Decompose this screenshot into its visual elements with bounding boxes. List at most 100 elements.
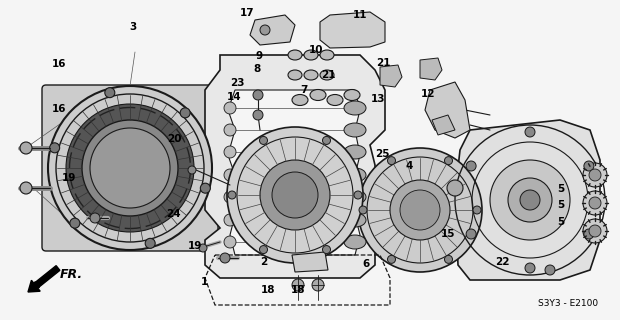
Text: 4: 4 — [405, 161, 413, 172]
Circle shape — [584, 161, 594, 171]
Circle shape — [48, 86, 212, 250]
Circle shape — [388, 156, 396, 164]
Text: 13: 13 — [371, 94, 386, 104]
Circle shape — [20, 142, 32, 154]
Text: 15: 15 — [440, 228, 455, 239]
Text: 14: 14 — [227, 92, 242, 102]
Circle shape — [253, 110, 263, 120]
Text: 24: 24 — [166, 209, 181, 219]
Text: 12: 12 — [420, 89, 435, 100]
Text: 16: 16 — [51, 104, 66, 114]
Polygon shape — [228, 90, 360, 255]
Ellipse shape — [292, 94, 308, 106]
Polygon shape — [425, 82, 470, 138]
Circle shape — [145, 238, 155, 248]
Circle shape — [583, 163, 607, 187]
Circle shape — [224, 191, 236, 203]
Polygon shape — [380, 65, 402, 87]
Circle shape — [292, 279, 304, 291]
Text: 5: 5 — [557, 184, 565, 194]
Circle shape — [260, 245, 267, 253]
Text: FR.: FR. — [60, 268, 83, 282]
Text: 8: 8 — [254, 64, 261, 74]
Circle shape — [322, 136, 330, 144]
Circle shape — [490, 160, 570, 240]
Circle shape — [224, 169, 236, 181]
Text: 19: 19 — [62, 172, 77, 183]
Circle shape — [70, 218, 80, 228]
Text: 6: 6 — [362, 259, 370, 269]
Text: 1: 1 — [201, 276, 208, 287]
Text: 7: 7 — [300, 84, 308, 95]
Circle shape — [400, 190, 440, 230]
Circle shape — [260, 25, 270, 35]
Circle shape — [445, 255, 453, 263]
Text: 3: 3 — [130, 22, 137, 32]
Circle shape — [354, 191, 362, 199]
Text: 17: 17 — [239, 8, 254, 19]
Circle shape — [228, 191, 236, 199]
Ellipse shape — [344, 101, 366, 115]
Text: 11: 11 — [352, 10, 367, 20]
Circle shape — [66, 104, 194, 232]
Text: 22: 22 — [495, 257, 510, 268]
Circle shape — [90, 213, 100, 223]
Circle shape — [447, 180, 463, 196]
Circle shape — [583, 191, 607, 215]
Text: 9: 9 — [255, 51, 263, 61]
Circle shape — [584, 229, 594, 239]
Circle shape — [525, 127, 535, 137]
Ellipse shape — [304, 50, 318, 60]
Ellipse shape — [310, 90, 326, 100]
Text: 5: 5 — [557, 200, 565, 210]
Polygon shape — [250, 15, 295, 45]
Circle shape — [390, 180, 450, 240]
FancyArrow shape — [28, 266, 60, 292]
Circle shape — [253, 90, 263, 100]
Polygon shape — [205, 55, 385, 278]
Circle shape — [260, 160, 330, 230]
Ellipse shape — [288, 70, 302, 80]
Circle shape — [388, 255, 396, 263]
Ellipse shape — [344, 235, 366, 249]
Text: 21: 21 — [321, 70, 336, 80]
Polygon shape — [292, 252, 328, 272]
Ellipse shape — [344, 213, 366, 227]
Circle shape — [20, 182, 32, 194]
Circle shape — [224, 214, 236, 226]
Circle shape — [224, 146, 236, 158]
Circle shape — [520, 190, 540, 210]
Text: 20: 20 — [167, 134, 182, 144]
Text: 18: 18 — [290, 284, 305, 295]
Polygon shape — [455, 120, 600, 280]
Text: 19: 19 — [188, 241, 203, 252]
Circle shape — [260, 136, 267, 144]
Circle shape — [525, 263, 535, 273]
Polygon shape — [420, 58, 442, 80]
Circle shape — [200, 183, 210, 193]
Circle shape — [359, 206, 367, 214]
Text: 21: 21 — [376, 58, 391, 68]
Circle shape — [82, 120, 178, 216]
Ellipse shape — [344, 90, 360, 100]
Circle shape — [224, 124, 236, 136]
Circle shape — [358, 148, 482, 272]
Circle shape — [445, 156, 453, 164]
Circle shape — [589, 169, 601, 181]
Circle shape — [589, 225, 601, 237]
Text: 5: 5 — [557, 217, 565, 228]
Ellipse shape — [344, 123, 366, 137]
Ellipse shape — [344, 145, 366, 159]
Text: 23: 23 — [230, 78, 245, 88]
Circle shape — [322, 245, 330, 253]
Circle shape — [224, 102, 236, 114]
Polygon shape — [320, 12, 385, 48]
Circle shape — [473, 206, 481, 214]
Text: 16: 16 — [51, 59, 66, 69]
Polygon shape — [432, 115, 455, 135]
Circle shape — [508, 178, 552, 222]
Circle shape — [466, 229, 476, 239]
Circle shape — [188, 166, 196, 174]
Circle shape — [105, 88, 115, 98]
Ellipse shape — [288, 50, 302, 60]
